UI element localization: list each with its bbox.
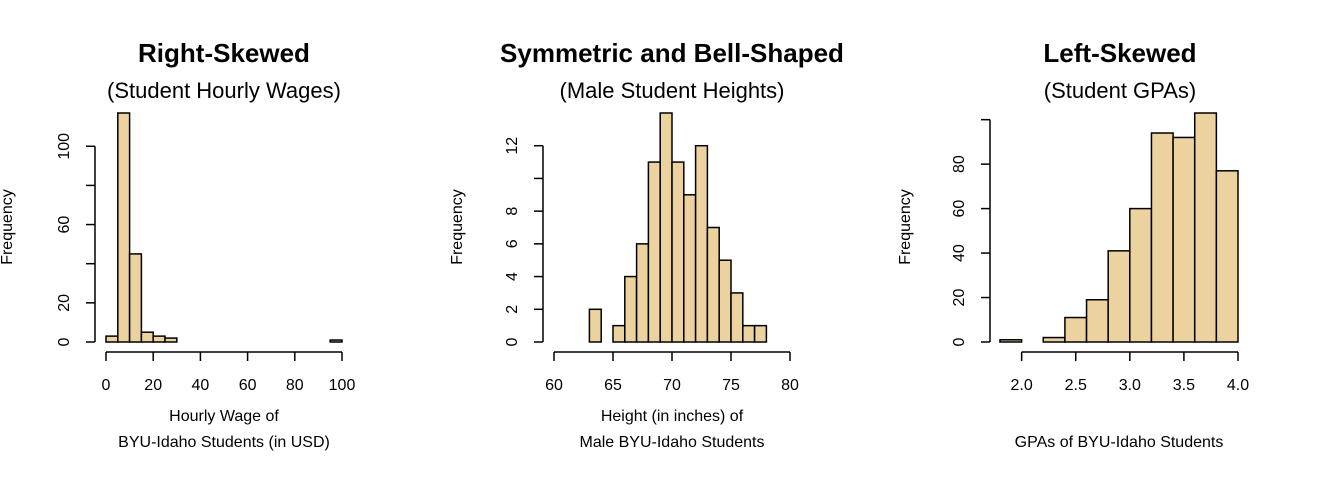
panel-3-bar — [1064, 316, 1088, 343]
panel-2-x-axis-label: Male BYU-Idaho Students — [580, 434, 765, 451]
panel-3-bar — [1172, 136, 1196, 343]
panel-1-x-tick-label: 20 — [144, 377, 162, 394]
panel-1-bar — [164, 337, 178, 343]
panel-2-y-tick-label: 0 — [504, 337, 521, 346]
panel-2-bar — [671, 161, 685, 343]
panel-3-bar — [1129, 207, 1153, 343]
panel-1-x-tick-label: 60 — [239, 377, 257, 394]
panel-3-bar — [1193, 112, 1218, 343]
panel-1-y-tick-label: 20 — [56, 294, 73, 312]
panel-1-subtitle: (Student Hourly Wages) — [107, 78, 341, 103]
panel-1-bar — [117, 112, 131, 343]
panel-3-y-tick-label: 60 — [951, 200, 968, 218]
panel-1-x-axis-label: Hourly Wage of — [169, 408, 279, 425]
panel-3-bar — [1215, 170, 1239, 343]
panel-3-y-axis-label: Frequency — [897, 189, 914, 265]
panel-2-y-tick-label: 4 — [504, 272, 521, 281]
panel-1-bar — [105, 335, 119, 343]
panel-1-y-tick-label: 100 — [56, 133, 73, 160]
panel-1-title: Right-Skewed — [138, 38, 310, 68]
panel-1-x-tick-label: 0 — [102, 377, 111, 394]
panel-2-y-tick-label: 12 — [504, 137, 521, 155]
panel-3-bar — [1085, 299, 1109, 343]
panel-3-y-tick-label: 0 — [951, 337, 968, 346]
panel-1-x-tick-label: 100 — [329, 377, 356, 394]
panel-1-bar — [152, 335, 166, 343]
panel-2-bar — [588, 308, 602, 343]
panel-2-y-tick-label: 6 — [504, 239, 521, 248]
panel-2-bar — [706, 226, 720, 343]
panel-3-y-tick-label: 40 — [951, 244, 968, 262]
panel-3-x-tick-label: 4.0 — [1227, 377, 1249, 394]
panel-2-x-tick-label: 65 — [604, 377, 622, 394]
panel-2-x-tick-label: 70 — [663, 377, 681, 394]
panel-1-x-tick-label: 40 — [192, 377, 210, 394]
panel-2-bar — [624, 275, 638, 343]
panel-3-x-tick-label: 2.5 — [1065, 377, 1087, 394]
panel-1-x-axis-label: BYU-Idaho Students (in USD) — [118, 434, 330, 451]
panel-2-x-tick-label: 80 — [781, 377, 799, 394]
panel-3-bar — [1150, 132, 1174, 343]
panel-3-subtitle: (Student GPAs) — [1044, 78, 1196, 103]
panel-2-x-tick-label: 75 — [722, 377, 740, 394]
panel-3-y-tick-label: 80 — [951, 155, 968, 173]
panel-3-bar — [1042, 336, 1066, 343]
panel-1-y-tick-label: 60 — [56, 216, 73, 234]
panel-3-x-tick-label: 3.5 — [1173, 377, 1195, 394]
panel-2-bar — [659, 112, 673, 343]
panel-2-bar — [647, 161, 661, 343]
panel-2-bar — [635, 243, 650, 343]
panel-2-subtitle: (Male Student Heights) — [560, 78, 785, 103]
panel-3-title: Left-Skewed — [1043, 38, 1196, 68]
panel-3-bar — [999, 339, 1023, 343]
panel-2-y-tick-label: 2 — [504, 305, 521, 314]
panel-2-x-axis-label: Height (in inches) of — [601, 408, 744, 425]
panel-2-bar — [742, 324, 756, 343]
panel-1-y-axis-label: Frequency — [0, 189, 16, 265]
panel-2-bar — [694, 144, 709, 343]
panel-1-bar — [128, 253, 143, 343]
panel-3-y-tick-label: 20 — [951, 289, 968, 307]
panel-2-bar — [718, 259, 732, 343]
panel-2-x-tick-label: 60 — [545, 377, 563, 394]
panel-1-bar — [329, 339, 343, 343]
panel-2-title: Symmetric and Bell-Shaped — [500, 38, 844, 68]
panel-3-x-tick-label: 3.0 — [1119, 377, 1141, 394]
panel-2-y-axis-label: Frequency — [449, 189, 466, 265]
panel-1-bar — [140, 331, 154, 343]
panel-2-bar — [683, 194, 697, 343]
panel-2-bar — [730, 292, 744, 343]
panel-3-x-tick-label: 2.0 — [1011, 377, 1033, 394]
panel-1-x-tick-label: 80 — [286, 377, 304, 394]
panel-2-bar — [753, 324, 768, 343]
panel-3-bar — [1107, 250, 1131, 343]
panel-1-y-tick-label: 0 — [56, 337, 73, 346]
panel-2-bar — [612, 324, 626, 343]
panel-3-x-axis-label: GPAs of BYU-Idaho Students — [1015, 434, 1224, 451]
panel-2-y-tick-label: 8 — [504, 207, 521, 216]
